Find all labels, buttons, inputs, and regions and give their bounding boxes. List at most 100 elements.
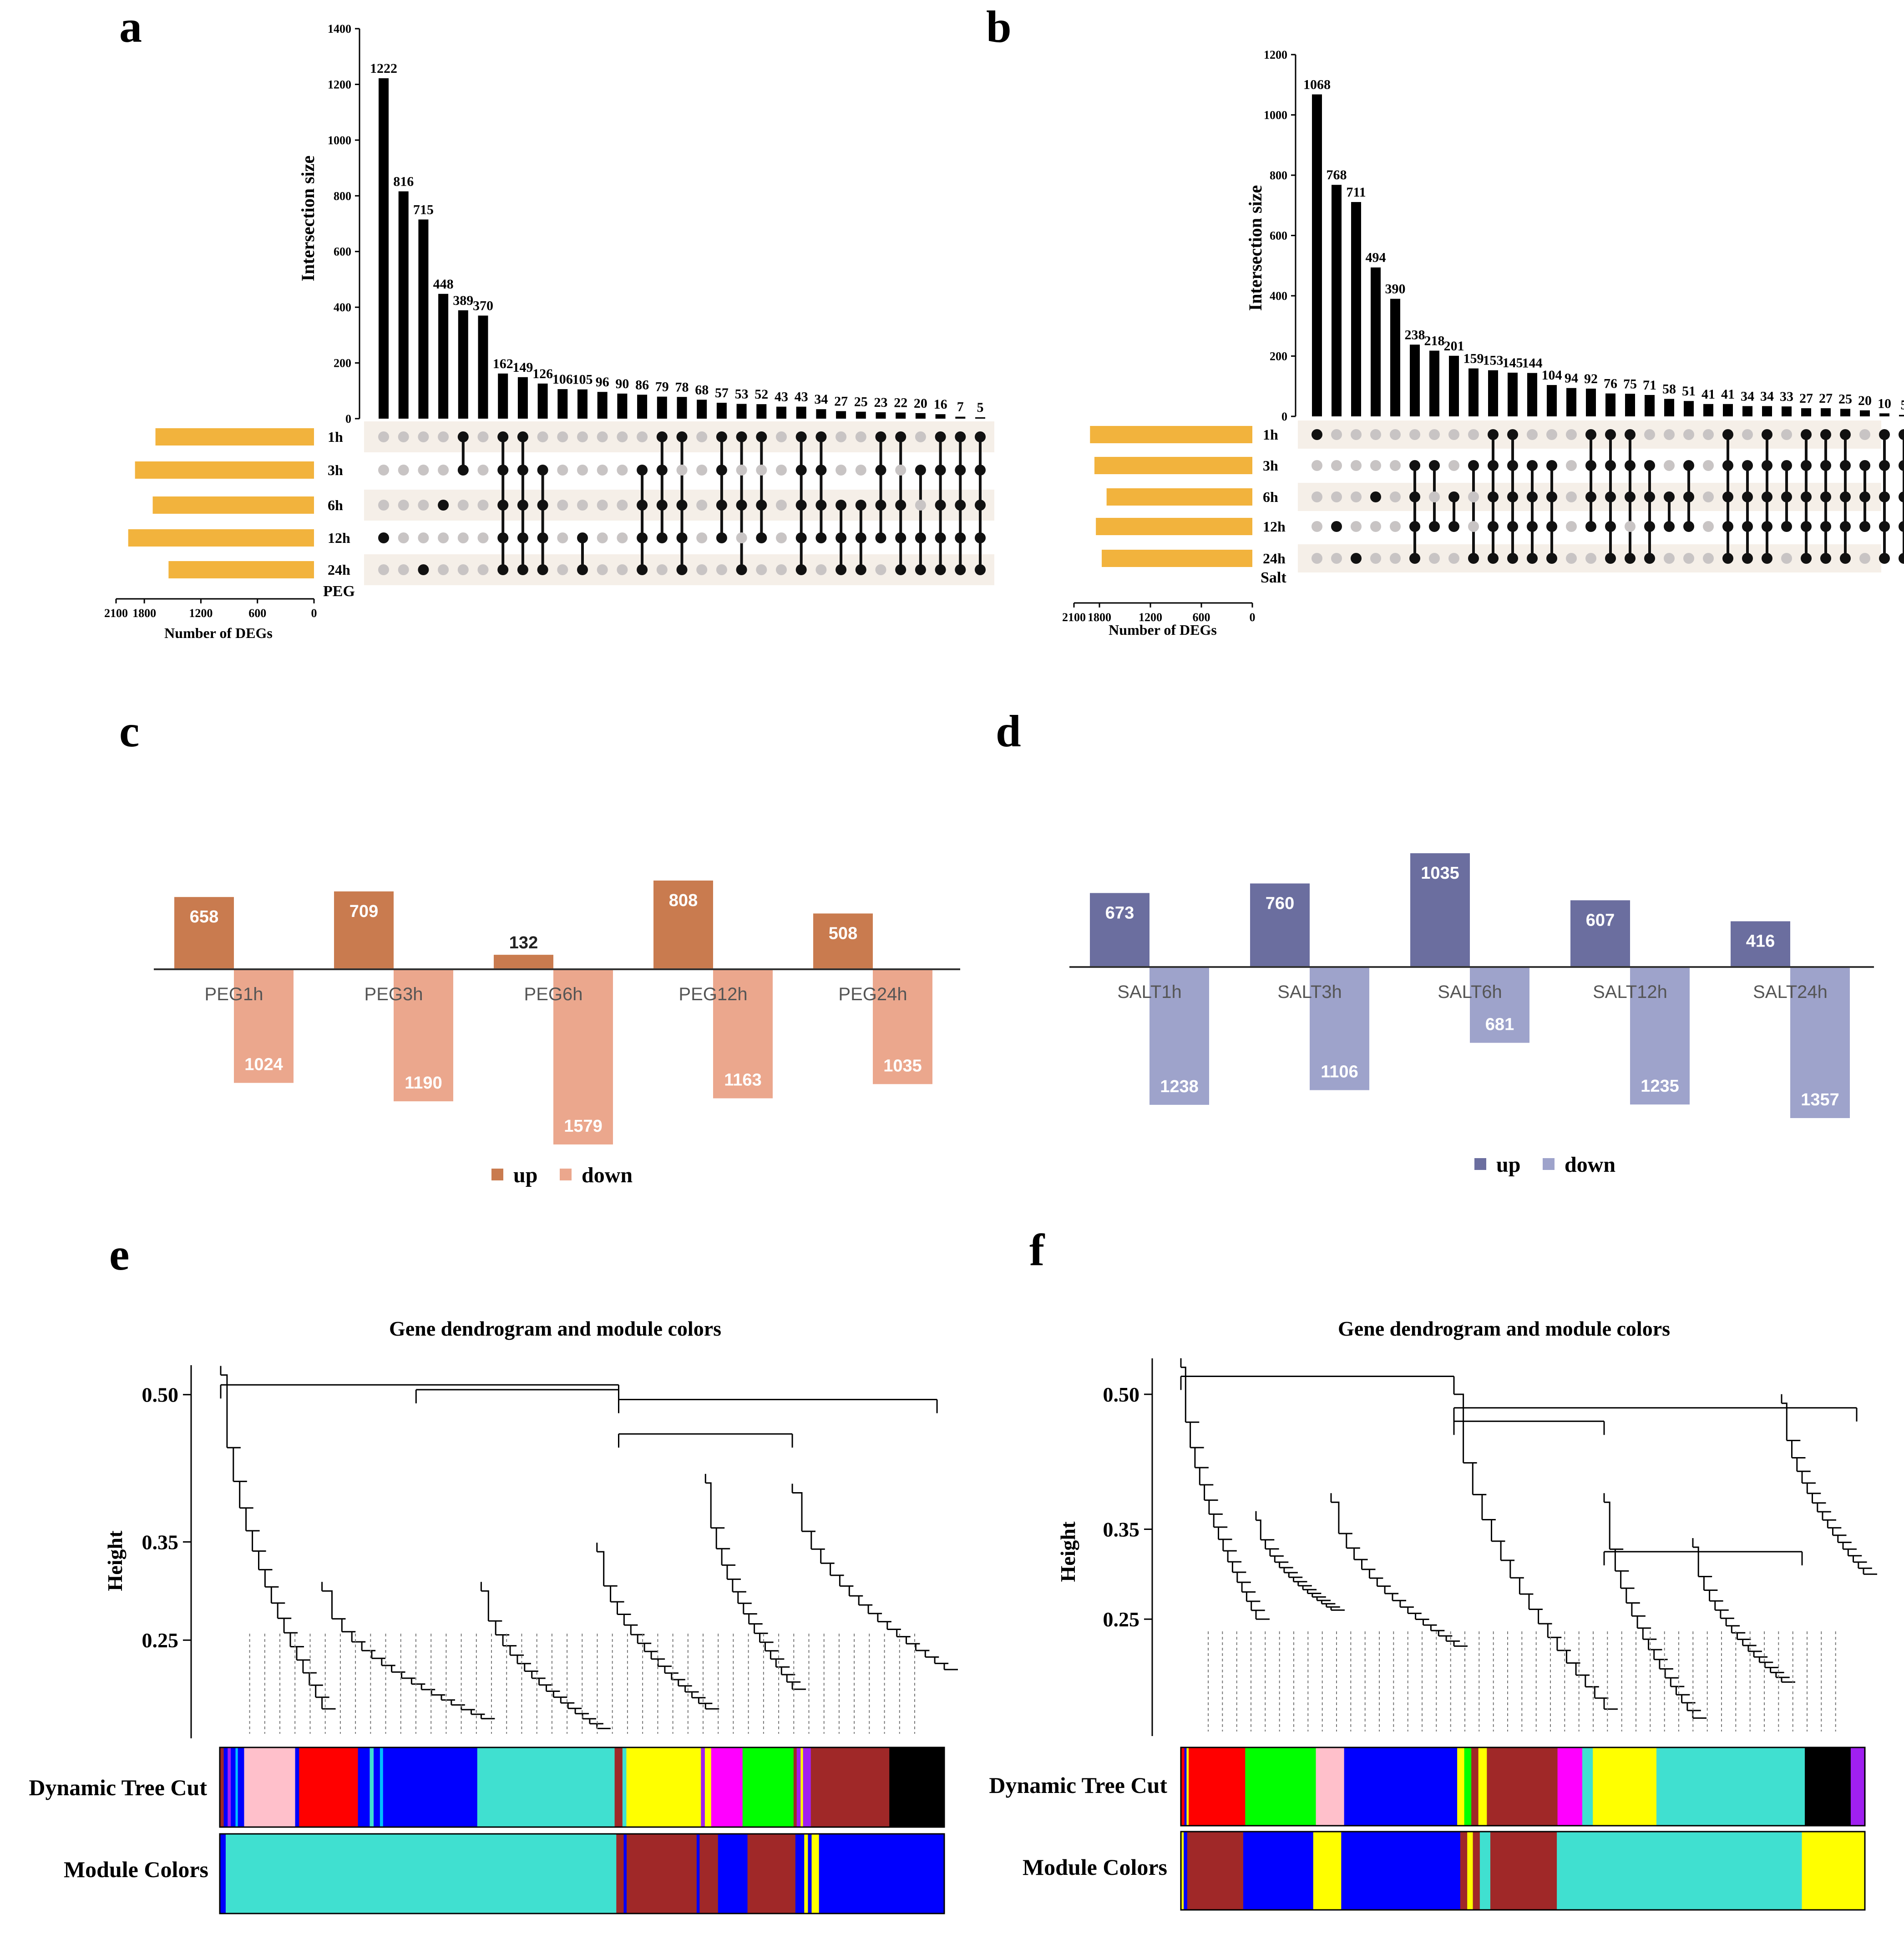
upset-a-set-bar-3 <box>152 496 314 514</box>
upset-a-dot-12-1 <box>597 431 608 442</box>
upset-a-dot-16-2 <box>676 465 688 476</box>
updown-c-up-label-3: 132 <box>509 933 538 952</box>
dendro-e-dynamic-tree-cut-border <box>219 1747 945 1828</box>
upset-b-ytick-label-7: 1200 <box>1264 48 1287 61</box>
upset-b-dot-23-1 <box>1742 429 1753 440</box>
upset-b-dot-1-1 <box>1312 429 1322 440</box>
upset-b-dot-29-3 <box>1859 491 1870 502</box>
dendro-e-dynamic-tree-cut-segment-15 <box>477 1747 615 1827</box>
upset-a-dot-22-3 <box>795 500 807 511</box>
upset-a-dot-31-1 <box>975 431 986 442</box>
dendrogram-f-row-label-mc: Module Colors <box>1023 1854 1167 1880</box>
upset-b-bar-29 <box>1860 410 1870 416</box>
upset-b-bar-label-29: 20 <box>1858 393 1872 408</box>
upset-b-bar-21 <box>1703 404 1713 416</box>
upset-b-bar-13 <box>1547 385 1557 416</box>
upset-b-dot-29-2 <box>1859 460 1870 471</box>
upset-a-bar-3 <box>418 219 429 419</box>
upset-b-set-label-5: 24h <box>1263 550 1286 567</box>
upset-b-dot-17-3 <box>1625 491 1636 502</box>
upset-b-dot-25-3 <box>1781 491 1792 502</box>
upset-a-dot-5-1 <box>457 431 469 442</box>
updown-c-down-bar-2 <box>394 969 453 1102</box>
upset-b-dot-8-1 <box>1448 429 1459 440</box>
upset-b-dot-1-4 <box>1312 521 1322 532</box>
gene-dendrogram-f: Gene dendrogram and module colors Height… <box>989 1317 1877 1911</box>
upset-b-dot-18-4 <box>1644 521 1655 532</box>
upset-a-set-bar-1 <box>155 428 314 446</box>
dendro-f-dynamic-tree-cut-segment-17 <box>1805 1747 1851 1826</box>
upset-b-bar-5 <box>1390 299 1400 416</box>
updown-d-down-label-5: 1357 <box>1801 1090 1839 1109</box>
updown-d-up-label-4: 607 <box>1586 911 1615 930</box>
upset-a-dot-10-3 <box>557 500 568 511</box>
upset-b-dot-3-3 <box>1351 491 1362 502</box>
upset-b-dot-26-3 <box>1801 491 1812 502</box>
upset-b-bar-label-7: 218 <box>1424 334 1445 349</box>
updown-d-up-label-3: 1035 <box>1421 864 1459 883</box>
upset-b-bar-18 <box>1645 395 1655 416</box>
upset-a-dot-27-1 <box>895 431 906 442</box>
upset-a-ytick-label-1: 0 <box>345 412 351 425</box>
upset-b-dot-20-2 <box>1683 460 1694 471</box>
upset-b-dot-24-3 <box>1762 491 1772 502</box>
updown-d-down-label-2: 1106 <box>1321 1063 1358 1082</box>
upset-a-dot-2-2 <box>398 465 409 476</box>
upset-b-dot-10-5 <box>1488 553 1499 564</box>
dendro-f-module-colors-segment-9 <box>1473 1832 1480 1910</box>
upset-a-dot-15-4 <box>656 532 668 543</box>
dendro-f-module-colors-segment-13 <box>1802 1832 1865 1910</box>
upset-b-ytick-label-3: 400 <box>1270 289 1287 303</box>
upset-b-bar-label-28: 25 <box>1838 391 1852 406</box>
upset-b-dot-5-2 <box>1390 460 1401 471</box>
updown-d-down-bar-3 <box>1470 967 1529 1043</box>
upset-a-bar-label-31: 5 <box>977 400 984 415</box>
upset-a-set-label: PEG <box>323 583 355 600</box>
updown-c-down-label-4: 1163 <box>724 1071 761 1090</box>
upset-a-dot-12-2 <box>597 465 608 476</box>
upset-b-dot-13-3 <box>1546 491 1557 502</box>
upset-b-bar-label-15: 92 <box>1584 371 1598 386</box>
dendro-f-dynamic-tree-cut-segment-13 <box>1557 1747 1583 1826</box>
upset-a-bar-label-6: 370 <box>473 299 493 314</box>
upset-a-dot-28-4 <box>915 532 926 543</box>
upset-a-dot-5-2 <box>457 465 469 476</box>
dendro-f-module-colors-segment-3 <box>1187 1832 1244 1910</box>
upset-plot-salt: Intersection size Salt Number of DEGs 0 2… <box>1062 48 1904 638</box>
upset-a-bar-label-21: 43 <box>775 390 788 405</box>
upset-b-bar-12 <box>1527 373 1537 416</box>
dendro-e-leaf-lines <box>249 1634 915 1734</box>
upset-b-bar-label-13: 104 <box>1542 368 1562 383</box>
dendro-f-dynamic-tree-cut-segment-3 <box>1186 1747 1189 1826</box>
upset-a-dot-23-3 <box>815 500 827 511</box>
upset-a-dot-31-4 <box>975 532 986 543</box>
upset-b-dot-7-4 <box>1429 521 1440 532</box>
upset-b-dot-10-1 <box>1488 429 1499 440</box>
upset-b-bar-label-10: 153 <box>1483 353 1504 368</box>
upset-b-dot-9-5 <box>1468 553 1479 564</box>
upset-a-set-tick-label-2: 1800 <box>132 607 156 620</box>
upset-a-dot-14-5 <box>637 564 648 575</box>
upset-a-dot-3-1 <box>418 431 429 442</box>
upset-a-bar-label-5: 389 <box>453 293 473 308</box>
upset-b-bar-label-21: 41 <box>1701 387 1715 402</box>
upset-b-dot-23-5 <box>1742 553 1753 564</box>
upset-a-bar-label-10: 106 <box>552 372 573 387</box>
upset-a-dot-30-1 <box>955 431 966 442</box>
upset-b-bar-14 <box>1566 388 1576 416</box>
dendro-f-dynamic-tree-cut-segment-4 <box>1189 1747 1246 1826</box>
upset-a-bar-5 <box>458 310 468 419</box>
updown-d-down-bar-2 <box>1310 967 1369 1090</box>
upset-a-dot-16-1 <box>676 431 688 442</box>
upset-b-dot-5-3 <box>1390 491 1401 502</box>
upset-b-bar-label-14: 94 <box>1565 371 1578 386</box>
upset-b-dot-14-4 <box>1566 521 1577 532</box>
upset-a-dot-31-3 <box>975 500 986 511</box>
upset-a-dot-26-3 <box>875 500 886 511</box>
upset-a-dot-16-5 <box>676 564 688 575</box>
dendro-f-ytick-label-3: 0.25 <box>1103 1608 1140 1631</box>
dendro-f-dynamic-tree-cut-segment-5 <box>1245 1747 1317 1826</box>
upset-b-bar-label-2: 768 <box>1327 167 1347 182</box>
upset-a-bar-label-27: 22 <box>894 395 907 410</box>
upset-a-ytick-label-7: 1200 <box>328 78 351 91</box>
